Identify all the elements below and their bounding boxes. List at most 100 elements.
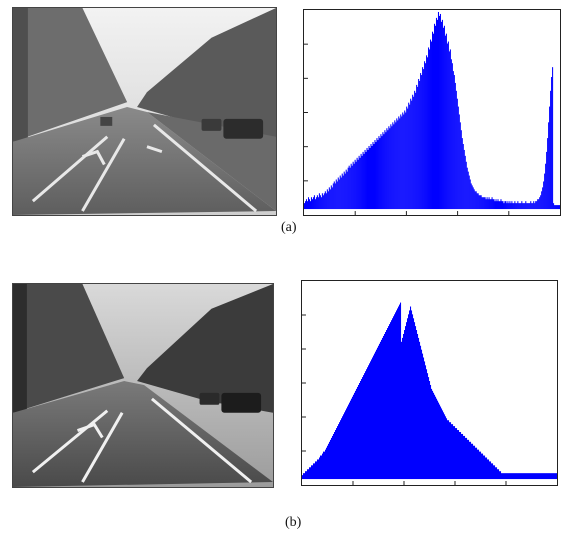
histogram-a-bar <box>511 201 513 210</box>
histogram-b-bar <box>363 375 365 480</box>
histogram-a-bar <box>440 21 442 210</box>
histogram-a-bar <box>331 187 333 210</box>
histogram-b-bar <box>404 330 406 480</box>
histogram-a-bar <box>394 120 396 210</box>
histogram-b-bar <box>507 473 509 480</box>
histogram-b-bar <box>488 459 490 480</box>
histogram-a-bar <box>521 201 523 210</box>
histogram-b-bar <box>327 445 329 480</box>
histogram-b-bar <box>555 473 557 480</box>
histogram-a-bar <box>551 77 553 210</box>
histogram-b-bar <box>456 428 458 480</box>
histogram-a-bar <box>364 149 366 210</box>
histogram-a-bar <box>439 13 441 210</box>
histogram-b-bar <box>391 320 393 480</box>
histogram-a-bar <box>410 98 412 210</box>
histogram-b-bar <box>549 473 551 480</box>
histogram-b-bar <box>416 333 419 480</box>
histogram-b-bar <box>504 473 507 480</box>
histogram-b-bar <box>302 475 304 480</box>
histogram-b-bar <box>313 463 315 480</box>
histogram-a-bar <box>441 19 443 210</box>
histogram-a-bar <box>539 197 541 210</box>
histogram-b-bar <box>490 463 493 480</box>
histogram-b-bar <box>526 473 528 480</box>
histogram-a-bar <box>347 167 349 210</box>
histogram-a-bar <box>525 201 527 210</box>
histogram-b-bar <box>461 433 464 480</box>
histogram-a-bar <box>421 75 423 210</box>
histogram-a-bar <box>460 130 462 210</box>
histogram-a-bar <box>324 191 326 210</box>
histogram-b-bar <box>353 394 355 480</box>
histogram-b-bar <box>548 473 550 480</box>
histogram-b-bar <box>304 471 307 480</box>
histogram-b-bar <box>503 473 505 480</box>
histogram-a-bar <box>496 201 498 210</box>
histogram-a-bar <box>485 199 487 210</box>
histogram-a-bar <box>454 82 456 210</box>
histogram-b-bar <box>396 310 398 480</box>
histogram-b-bar <box>443 414 446 480</box>
histogram-b-bar <box>516 473 518 480</box>
histogram-b-bar <box>421 353 424 480</box>
histogram-b-bar <box>463 435 466 480</box>
histogram-b-bar <box>342 414 345 480</box>
histogram-b-bar <box>457 430 460 480</box>
histogram-a-bar <box>548 122 550 210</box>
histogram-a-bar <box>494 201 496 210</box>
histogram-b-bar <box>336 426 339 480</box>
histogram-a-bar <box>537 199 539 210</box>
histogram-b-bar <box>439 406 442 480</box>
histogram-a-bar <box>351 165 353 210</box>
histogram-a-bar <box>465 161 467 210</box>
histogram-a-bar <box>480 195 482 210</box>
histogram-b-bar <box>502 473 504 480</box>
histogram-a-bar <box>402 112 404 210</box>
histogram-a-bar <box>360 153 362 210</box>
histogram-b-bar <box>358 384 360 480</box>
histogram-a-bar <box>308 199 311 210</box>
histogram-b-bar <box>485 457 487 480</box>
histogram-a-bar <box>382 132 384 210</box>
histogram-b-bar <box>437 400 439 480</box>
histogram-b-bar <box>356 386 359 480</box>
histogram-b-bar <box>318 459 320 480</box>
histogram-a-bar <box>413 96 415 210</box>
histogram-b-bar <box>517 473 520 480</box>
histogram-b-bar <box>540 473 543 480</box>
histogram-a-bar <box>554 205 556 210</box>
street-photo-a <box>12 7 277 216</box>
histogram-a-bar <box>466 167 468 210</box>
histogram-b-bar <box>401 337 404 480</box>
histogram-b-bar <box>500 473 503 480</box>
histogram-a-bar <box>508 203 510 210</box>
histogram-a-bar <box>531 203 533 210</box>
histogram-b-bar <box>305 471 308 480</box>
histogram-b-bar <box>340 420 342 480</box>
histogram-b-bar <box>309 467 312 480</box>
histogram-b-bar <box>364 371 367 480</box>
histogram-a-bar <box>337 177 339 210</box>
histogram-a-bar <box>401 116 403 210</box>
histogram-a-bar <box>509 201 511 210</box>
histogram-b-bar <box>531 473 533 480</box>
histogram-a-bar <box>532 203 534 210</box>
histogram-a-bar <box>553 203 555 210</box>
histogram-b-bar <box>522 473 525 480</box>
histogram-b-bar <box>466 439 469 480</box>
histogram-b-bar <box>428 377 430 480</box>
histogram-a-bar <box>490 199 492 210</box>
histogram-a-bar <box>559 205 560 210</box>
histogram-a-bar <box>307 197 310 210</box>
histogram-a-bar <box>544 173 546 210</box>
histogram-a-bar <box>377 140 379 210</box>
histogram-b-bar <box>535 473 537 480</box>
histogram-a-bar <box>366 147 368 210</box>
histogram-b-bar <box>541 473 544 480</box>
histogram-b-bar <box>536 473 539 480</box>
histogram-a-bar <box>452 71 454 210</box>
histogram-b-bar <box>518 473 521 480</box>
histogram-a-bar <box>432 31 434 210</box>
histogram-b-bar <box>553 473 555 480</box>
